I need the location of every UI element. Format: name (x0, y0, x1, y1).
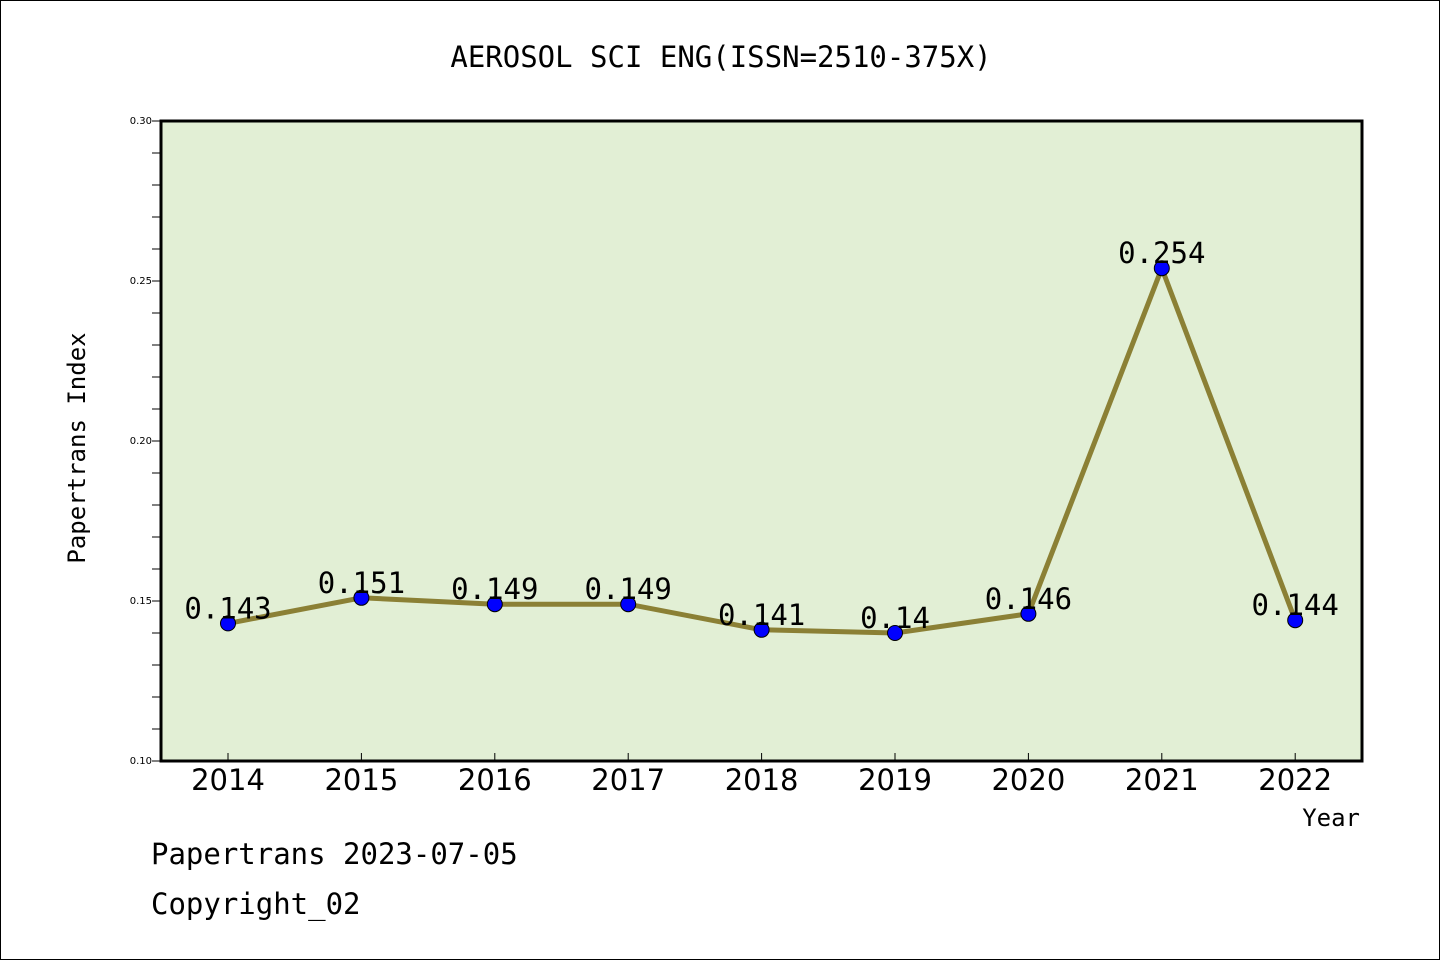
data-point (887, 625, 903, 641)
x-tick-label: 2021 (1125, 763, 1199, 797)
y-tick-label: 0.30 (130, 116, 152, 127)
data-point (620, 596, 637, 613)
y-tick-label: 0.15 (130, 596, 152, 607)
data-label: 0.141 (718, 598, 805, 632)
x-tick-labels: 2014 2015 2016 2017 2018 2019 2020 2021 2022 (191, 763, 1332, 797)
x-tick-label: 2019 (858, 763, 932, 797)
data-point (486, 596, 503, 613)
copyright-line: Copyright_02 (151, 887, 361, 921)
y-axis-label: Papertrans Index (63, 332, 91, 563)
x-tick-label: 2022 (1258, 763, 1332, 797)
x-tick-label: 2020 (991, 763, 1065, 797)
x-tick-label: 2015 (324, 763, 398, 797)
data-label: 0.149 (585, 572, 672, 606)
data-point (753, 621, 770, 638)
plot-border (159, 119, 1364, 763)
x-tick-label: 2018 (725, 763, 799, 797)
data-label: 0.151 (318, 566, 405, 600)
x-tick-label: 2016 (458, 763, 532, 797)
x-tick-label: 2014 (191, 763, 265, 797)
y-tick-label: 0.20 (130, 436, 152, 447)
y-tick-labels: 0.10 0.15 0.20 0.25 0.30 (130, 116, 152, 767)
plot-area (161, 121, 1362, 761)
data-point (1153, 260, 1170, 277)
source-line: Papertrans 2023-07-05 (151, 837, 518, 871)
data-point (1020, 605, 1037, 622)
data-point (220, 615, 236, 632)
x-tick-label: 2017 (591, 763, 665, 797)
data-label: 0.144 (1252, 588, 1339, 622)
y-tick-label: 0.10 (130, 756, 152, 767)
series-markers (220, 260, 1304, 641)
chart-title: AEROSOL SCI ENG(ISSN=2510-375X) (450, 40, 991, 74)
data-label: 0.146 (985, 582, 1072, 616)
x-axis-label: Year (1302, 804, 1360, 832)
data-point (1287, 612, 1304, 629)
data-label: 0.149 (451, 572, 538, 606)
data-label: 0.143 (184, 591, 271, 625)
y-tick-label: 0.25 (130, 276, 152, 287)
data-label: 0.254 (1118, 236, 1205, 270)
value-labels: 0.143 0.151 0.149 0.149 0.141 0.14 0.146 0.254 0… (184, 236, 1339, 635)
data-point (353, 589, 370, 606)
data-label: 0.14 (860, 601, 930, 635)
